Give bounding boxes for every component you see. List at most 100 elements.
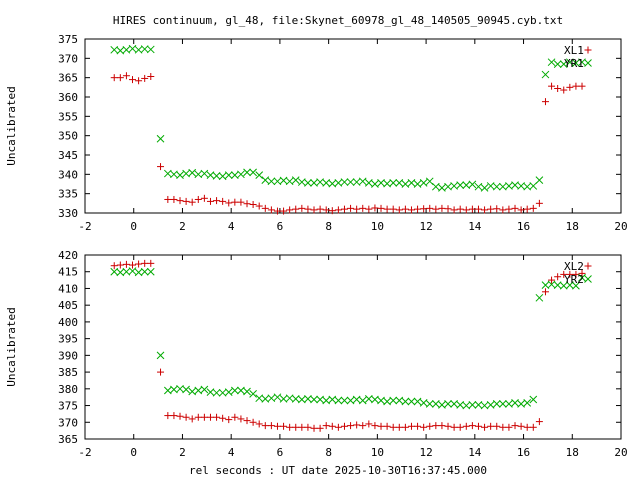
yr2-point xyxy=(224,388,233,397)
yr2-point xyxy=(517,400,525,408)
xl1-point xyxy=(141,74,149,82)
yr2-point xyxy=(431,400,440,408)
xl2-point xyxy=(322,422,330,430)
xl1-point xyxy=(468,205,476,213)
yr1-point xyxy=(371,180,379,188)
y-tick-label: 365 xyxy=(58,72,78,85)
x-tick-label: 0 xyxy=(130,446,137,459)
xl1-point xyxy=(462,206,470,214)
x-tick-label: 16 xyxy=(517,446,530,459)
legend-marker-yr1 xyxy=(584,59,592,67)
yr2-point xyxy=(328,395,337,404)
yr1-point xyxy=(480,184,489,192)
xl1-point xyxy=(280,207,288,215)
xl2-point xyxy=(535,418,543,426)
yr2-point xyxy=(267,394,276,403)
yr1-point xyxy=(401,180,410,188)
xl2-point xyxy=(395,423,403,431)
legend-label-yr1: YR1 xyxy=(564,57,584,70)
y-tick-label: 355 xyxy=(58,110,78,123)
xl2-point xyxy=(474,422,482,430)
xl1-point xyxy=(438,204,446,212)
xl1-point xyxy=(310,206,318,214)
yr2-point xyxy=(529,395,538,404)
xl2-point xyxy=(225,416,233,424)
xl1-point xyxy=(157,163,165,171)
xl2-point xyxy=(505,423,513,431)
xl1-point xyxy=(298,204,306,212)
xl1-point xyxy=(194,195,202,203)
yr2-point xyxy=(310,395,318,404)
x-tick-label: -2 xyxy=(78,446,91,459)
xl2-point xyxy=(122,260,130,268)
xl2-point xyxy=(353,421,361,429)
x-tick-label: 10 xyxy=(371,446,384,459)
xl1-point xyxy=(116,74,124,82)
yr1-point xyxy=(243,168,251,177)
legend-marker-xl2 xyxy=(584,262,592,270)
x-tick-label: 12 xyxy=(419,446,432,459)
xl1-point xyxy=(122,72,130,80)
yr2-point xyxy=(285,394,294,403)
xl1-point xyxy=(420,205,428,213)
xl2-point xyxy=(298,423,306,431)
xl1-point xyxy=(371,204,379,212)
yr1-point xyxy=(176,171,184,179)
xl2-point xyxy=(188,415,196,423)
panel-2-axes: -2 0 2 4 6 8 10 12 14 16 18 20 365 370 375 380 385 390 395… xyxy=(58,249,628,459)
yr2-point xyxy=(279,395,288,403)
xl1-point xyxy=(578,82,586,90)
xl2-point xyxy=(255,420,263,428)
xl2-point xyxy=(383,422,391,430)
xl2-point xyxy=(407,422,415,430)
xl2-point xyxy=(194,413,202,421)
yr2-point xyxy=(334,396,343,405)
yr2-point xyxy=(505,400,513,408)
xl2-point xyxy=(261,422,269,430)
legend-label-yr2: YR2 xyxy=(564,273,584,286)
yr2-point xyxy=(116,268,125,277)
xl2-point xyxy=(401,423,409,431)
panel-2-frame xyxy=(84,254,622,440)
xl2-point xyxy=(493,422,501,430)
xl1-point xyxy=(110,74,118,82)
xl2-point xyxy=(377,422,385,430)
yr1-point xyxy=(541,70,550,79)
xl2-point xyxy=(438,422,446,430)
x-tick-label: -2 xyxy=(78,220,91,233)
panel-2-marks xyxy=(110,259,586,432)
xl2-point xyxy=(444,422,452,430)
xl1-point xyxy=(261,204,269,212)
x-tick-label: 10 xyxy=(371,220,384,233)
xl2-point xyxy=(135,260,143,268)
xl1-point xyxy=(255,202,263,210)
xl1-point xyxy=(377,204,385,212)
yr1-point xyxy=(291,176,300,184)
xl2-point xyxy=(141,259,149,267)
y-tick-label: 390 xyxy=(58,349,78,362)
xl1-point xyxy=(474,205,482,213)
xl2-point xyxy=(420,423,428,431)
yr1-point xyxy=(249,168,257,177)
xl1-point xyxy=(334,206,342,214)
yr1-point xyxy=(237,170,245,179)
yr2-point xyxy=(377,396,385,405)
yr1-point xyxy=(468,180,477,189)
xl2-point xyxy=(371,422,379,430)
xl2-point xyxy=(340,422,348,430)
yr2-point xyxy=(194,386,203,395)
yr1-point xyxy=(413,180,422,188)
yr1-point xyxy=(438,184,446,192)
yr2-point xyxy=(255,394,264,403)
x-tick-label: 4 xyxy=(228,446,235,459)
yr1-point xyxy=(547,58,556,67)
xl2-point xyxy=(129,261,137,269)
xl1-point xyxy=(147,73,155,81)
xl1-point xyxy=(206,197,214,205)
yr2-point xyxy=(553,281,562,289)
yr2-point xyxy=(480,401,489,410)
xl1-point xyxy=(395,206,403,214)
yr2-point xyxy=(559,281,568,290)
xl2-point xyxy=(541,288,549,296)
xl1-point xyxy=(129,76,137,84)
